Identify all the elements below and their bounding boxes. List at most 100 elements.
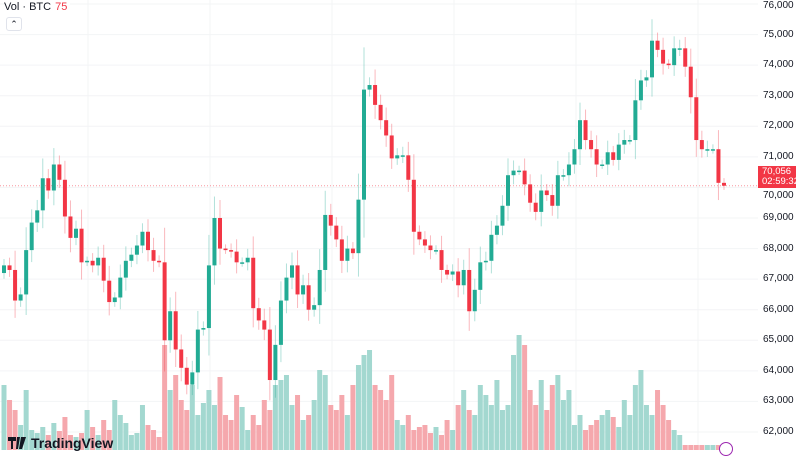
volume-bar <box>267 410 273 450</box>
volume-bar <box>549 385 555 450</box>
tradingview-logo[interactable]: TradingView <box>8 436 113 450</box>
candle-body <box>494 225 499 235</box>
candle-body <box>517 170 522 173</box>
volume-bar <box>632 385 638 450</box>
candle-body <box>699 140 704 150</box>
volume-bar <box>139 405 145 450</box>
volume-bar <box>195 415 201 450</box>
candle-body <box>290 265 294 278</box>
volume-bar <box>189 385 195 450</box>
volume-bar <box>367 350 373 450</box>
volume-bar <box>688 445 694 450</box>
tradingview-logo-icon <box>8 437 26 449</box>
candle-body <box>422 239 427 246</box>
volume-bar <box>378 390 384 450</box>
candle-body <box>511 170 516 176</box>
price-tick-label: 65,000 <box>763 334 794 346</box>
candle-body <box>118 277 123 298</box>
candle-body <box>716 149 721 183</box>
volume-bar <box>511 355 517 450</box>
volume-bar <box>156 437 162 450</box>
candle-body <box>339 239 344 261</box>
volume-bar <box>394 420 400 450</box>
candle-body <box>566 164 571 176</box>
candle-body <box>57 164 62 180</box>
candle-body <box>295 265 300 295</box>
candle-body <box>173 311 178 350</box>
volume-bar <box>483 395 489 450</box>
candle-body <box>578 120 582 150</box>
volume-bar <box>79 433 85 450</box>
candle-body <box>251 257 256 309</box>
candle-body <box>245 257 250 263</box>
price-tick-label: 66,000 <box>763 303 794 315</box>
candle-body <box>90 260 95 266</box>
volume-bar <box>472 415 478 450</box>
candle-body <box>506 175 510 206</box>
candle-body <box>190 372 195 385</box>
volume-bar <box>433 427 439 450</box>
volume-bar <box>461 390 467 450</box>
volume-legend: Vol · BTC 75 <box>4 1 71 14</box>
volume-bar <box>416 427 422 450</box>
volume-bar <box>239 407 245 450</box>
candle-body <box>162 262 167 341</box>
volume-bar <box>101 420 107 450</box>
candle-body <box>151 250 156 261</box>
candle-body <box>633 100 638 141</box>
candle-body <box>312 305 317 310</box>
volume-bar <box>577 415 583 450</box>
candle-body <box>655 40 660 50</box>
candle-body <box>328 214 333 226</box>
candle-body <box>555 175 560 206</box>
volume-bar <box>344 415 350 450</box>
candle-body <box>356 199 361 254</box>
candle-body <box>489 234 494 261</box>
volume-bar <box>300 420 306 450</box>
candle-body <box>666 63 671 66</box>
volume-bar <box>361 355 367 450</box>
volume-bar <box>505 405 511 450</box>
volume-bar <box>693 445 699 450</box>
candle-body <box>461 269 466 286</box>
candle-body <box>278 300 283 345</box>
volume-bar <box>23 390 29 450</box>
candle-body <box>101 257 106 281</box>
candle-body <box>672 48 677 66</box>
candle-body <box>705 149 710 151</box>
volume-bar <box>112 400 118 450</box>
candle-body <box>40 178 45 211</box>
candle-body <box>284 277 289 301</box>
candle-body <box>638 80 643 101</box>
price-tick-label: 76,000 <box>763 0 794 11</box>
volume-bar <box>599 415 605 450</box>
volume-bar <box>228 420 234 450</box>
indicator-badge[interactable] <box>719 442 733 456</box>
candle-body <box>317 269 322 306</box>
candle-body <box>112 297 117 303</box>
candle-body <box>428 245 433 251</box>
candle-body <box>323 214 328 270</box>
candle-body <box>306 285 311 310</box>
candle-body <box>522 170 527 185</box>
price-tick-label: 72,000 <box>763 120 794 132</box>
volume-bar <box>40 427 46 450</box>
volume-bar <box>594 420 600 450</box>
collapse-legend-button[interactable]: ⌃ <box>6 17 22 31</box>
price-tick-label: 75,000 <box>763 28 794 40</box>
candle-body <box>661 49 666 64</box>
candle-body <box>267 329 272 381</box>
volume-bar <box>151 430 157 450</box>
volume-bar <box>317 370 323 450</box>
candle-body <box>223 248 228 251</box>
candle-body <box>273 344 278 381</box>
candle-body <box>201 328 206 330</box>
candle-body <box>62 179 67 217</box>
candle-body <box>85 260 90 263</box>
volume-bar <box>704 445 710 450</box>
candle-body <box>467 269 472 312</box>
candle-body <box>229 250 234 252</box>
volume-bar <box>73 437 79 450</box>
volume-bar <box>128 435 134 450</box>
